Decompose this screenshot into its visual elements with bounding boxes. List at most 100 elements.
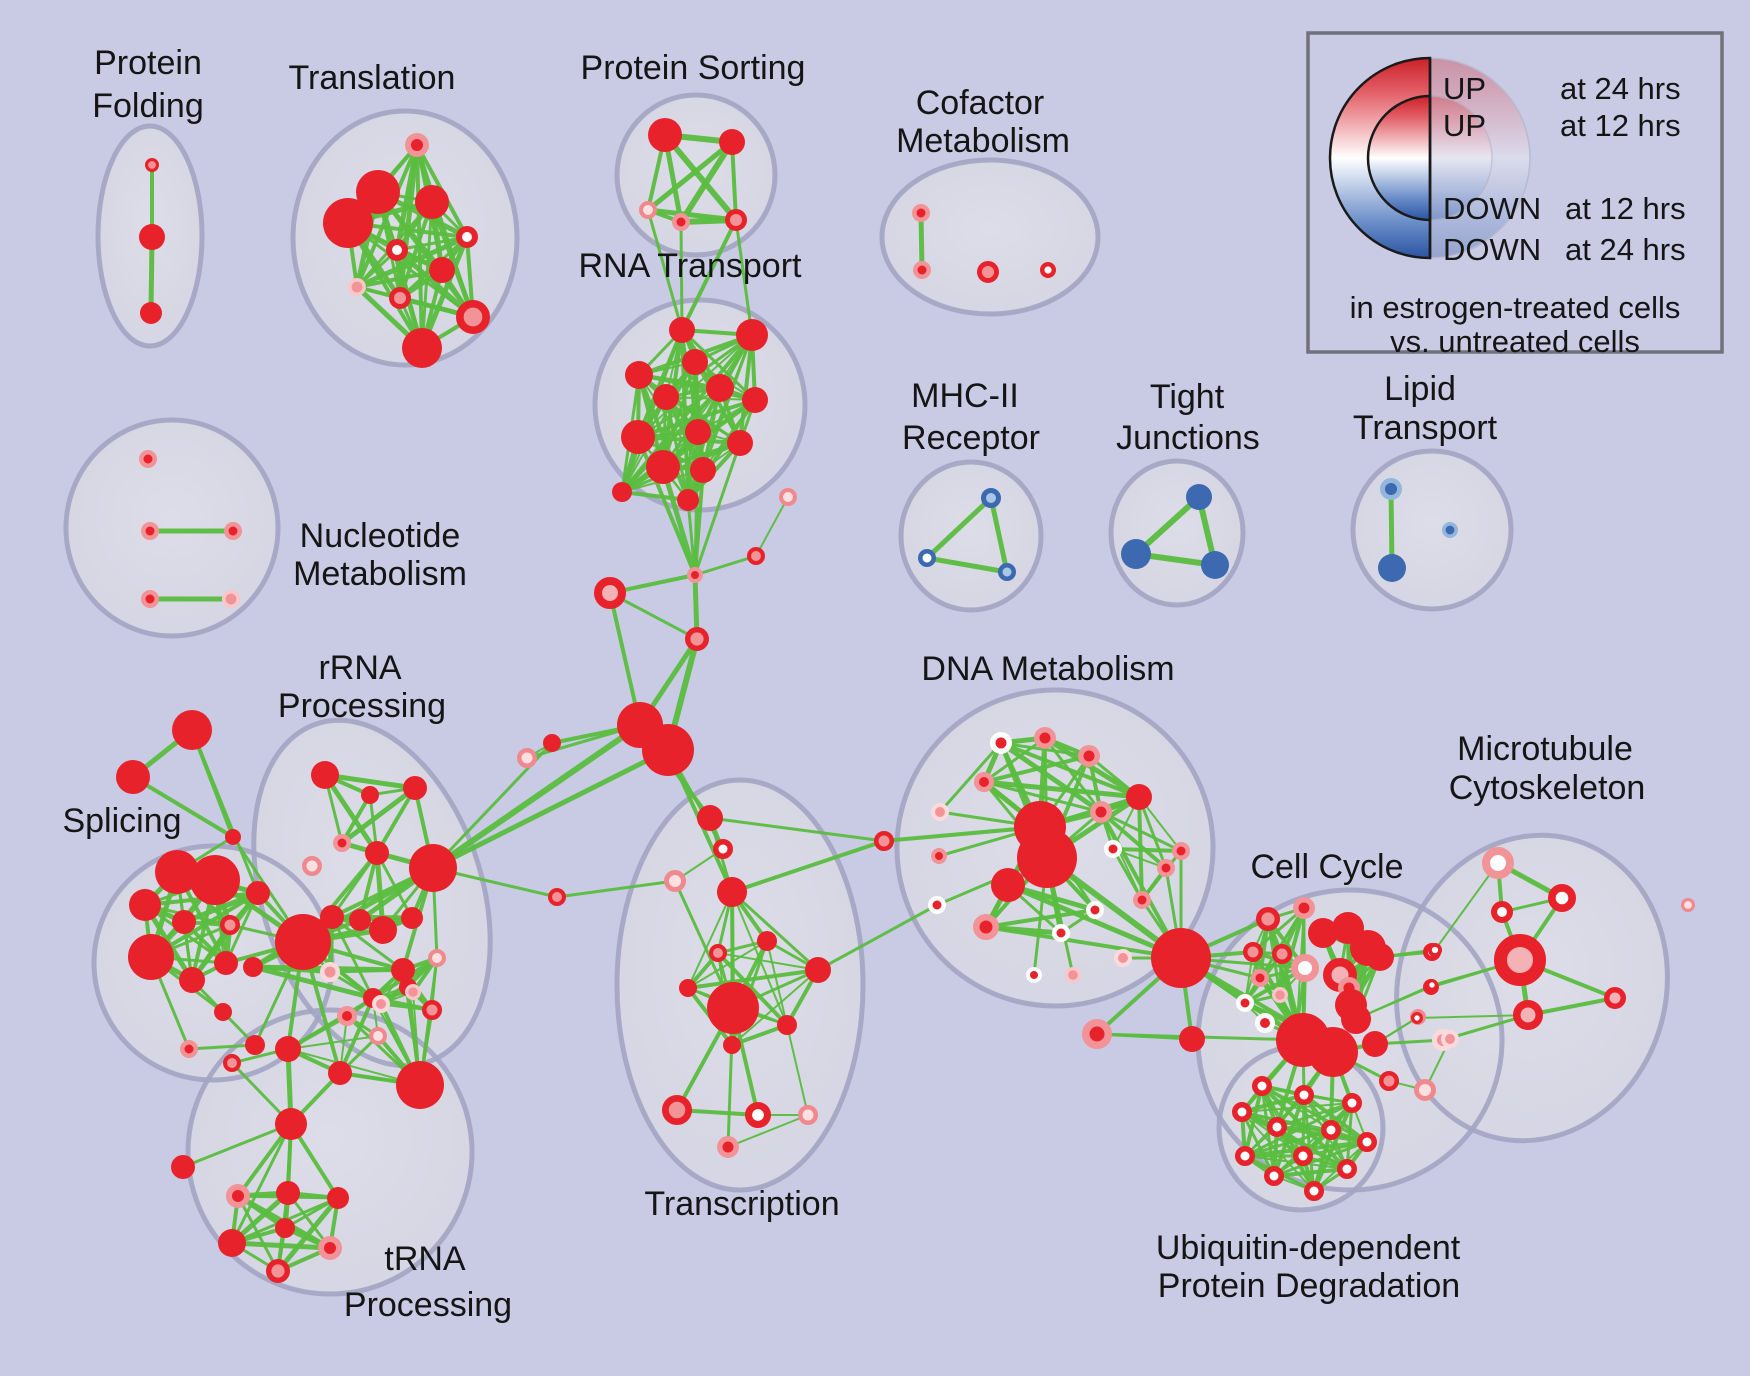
network-edge: [687, 891, 733, 989]
gene-node-rp: [333, 834, 351, 852]
gene-node-rp: [717, 1136, 739, 1158]
gene-node-b: [1121, 539, 1151, 569]
network-edge: [716, 951, 789, 1027]
network-edge: [786, 1024, 809, 1116]
gene-node-lp: [302, 856, 322, 876]
gene-node-pr: [456, 300, 491, 335]
network-edge: [322, 772, 380, 856]
gene-node-r: [690, 457, 716, 483]
gene-node-rw: [1232, 1102, 1252, 1122]
gene-node-rp: [1251, 969, 1269, 987]
cluster-label-translation-0: Translation: [289, 59, 456, 97]
gene-node-lp: [798, 1105, 818, 1125]
network-edge: [339, 785, 418, 846]
network-edge: [998, 740, 1104, 815]
cluster-outline-tight-junctions: [1108, 458, 1246, 608]
network-edge: [608, 591, 699, 641]
gene-node-lp: [639, 200, 658, 219]
cluster-area-nucleotide-metabolism: [66, 420, 278, 636]
gene-node-r: [621, 420, 655, 454]
gene-node-wr: [990, 732, 1012, 754]
network-edge: [1251, 906, 1306, 954]
gene-node-p: [1064, 966, 1081, 983]
cluster-outline-translation: [290, 108, 520, 368]
gene-node-r: [225, 829, 241, 845]
network-edge: [355, 268, 444, 289]
gene-node-r: [1179, 1026, 1205, 1052]
cluster-label-splicing-0: Splicing: [62, 802, 181, 840]
gene-node-pr: [1243, 942, 1263, 962]
gene-node-rw: [1267, 1117, 1287, 1137]
network-edge: [1005, 882, 1184, 961]
gene-node-lp: [427, 949, 446, 968]
gene-node-rp: [912, 204, 930, 222]
gene-node-r: [396, 1061, 444, 1109]
cluster-label-nucleotide-metabolism-0: Nucleotide: [300, 517, 461, 555]
gene-node-r: [369, 916, 397, 944]
network-edge: [981, 779, 1142, 800]
gene-node-r: [1341, 1004, 1371, 1034]
gene-node-r: [736, 319, 768, 351]
gene-node-r: [1362, 1031, 1388, 1057]
gene-node-r: [719, 129, 745, 155]
cluster-label-cofactor-metabolism-1: Metabolism: [896, 122, 1070, 160]
gene-node-bl: [981, 488, 1001, 508]
gene-node-rw: [1252, 1076, 1272, 1096]
gene-node-rp: [973, 914, 999, 940]
gene-node-r: [642, 724, 694, 776]
network-edge: [187, 1043, 257, 1051]
gene-node-pw: [1291, 954, 1319, 982]
cluster-label-nucleotide-metabolism-1: Metabolism: [293, 555, 467, 593]
network-edge: [181, 890, 261, 925]
gene-node-r: [697, 805, 723, 831]
gene-node-pr: [1255, 907, 1280, 932]
gene-node-lb: [1442, 521, 1459, 538]
network-edge: [734, 218, 754, 337]
gene-node-r: [275, 1108, 307, 1140]
network-edge: [620, 333, 754, 494]
gene-node-r: [1308, 1027, 1358, 1077]
gene-node-pr: [389, 287, 412, 310]
legend-up24-label: UP: [1443, 71, 1486, 106]
network-edge: [1099, 810, 1168, 870]
gene-node-r: [402, 328, 442, 368]
gene-node-r: [276, 1181, 300, 1205]
gene-node-r: [717, 877, 747, 907]
gene-node-r: [349, 909, 371, 931]
gene-node-rp: [931, 848, 947, 864]
gene-node-r: [723, 1036, 741, 1054]
gene-node-rw: [1411, 1012, 1424, 1025]
cluster-label-rrna-processing-0: rRNA: [318, 649, 401, 687]
gene-node-r: [179, 967, 205, 993]
network-edge: [1273, 1102, 1353, 1177]
inner-circle-right-half: [1429, 95, 1493, 221]
gene-node-pl: [371, 995, 390, 1014]
legend-caption-line1: in estrogen-treated cells: [1350, 290, 1681, 325]
gene-node-r: [543, 734, 561, 752]
gene-node-r: [323, 198, 373, 248]
gene-node-rw: [745, 1101, 772, 1128]
gene-node-pl: [1114, 949, 1133, 968]
gene-node-b: [1378, 554, 1406, 582]
gene-node-rP: [1494, 934, 1546, 986]
gene-node-rw: [1293, 1146, 1313, 1166]
cluster-outline-mhc-ii-receptor: [898, 459, 1044, 613]
cluster-label-transcription-0: Transcription: [644, 1185, 839, 1223]
gene-node-r: [1366, 943, 1394, 971]
gene-node-r: [275, 914, 331, 970]
network-edge: [662, 132, 739, 223]
cluster-label-mhc-ii-receptor-1: Receptor: [902, 419, 1040, 457]
gene-node-pr: [1379, 1071, 1399, 1091]
legend-down12-time: at 12 hrs: [1565, 191, 1686, 226]
gene-node-r: [403, 776, 427, 800]
gene-node-rp: [1133, 891, 1151, 909]
network-edge: [679, 220, 684, 332]
network-edge: [717, 952, 819, 971]
gene-node-rp: [141, 590, 159, 608]
network-edge: [1243, 1128, 1333, 1158]
gene-node-lp: [1680, 898, 1695, 913]
cluster-outline-dna-metabolism: [894, 687, 1216, 1009]
cluster-label-lipid-transport-0: Lipid: [1384, 370, 1456, 408]
gene-node-r: [1151, 928, 1211, 988]
